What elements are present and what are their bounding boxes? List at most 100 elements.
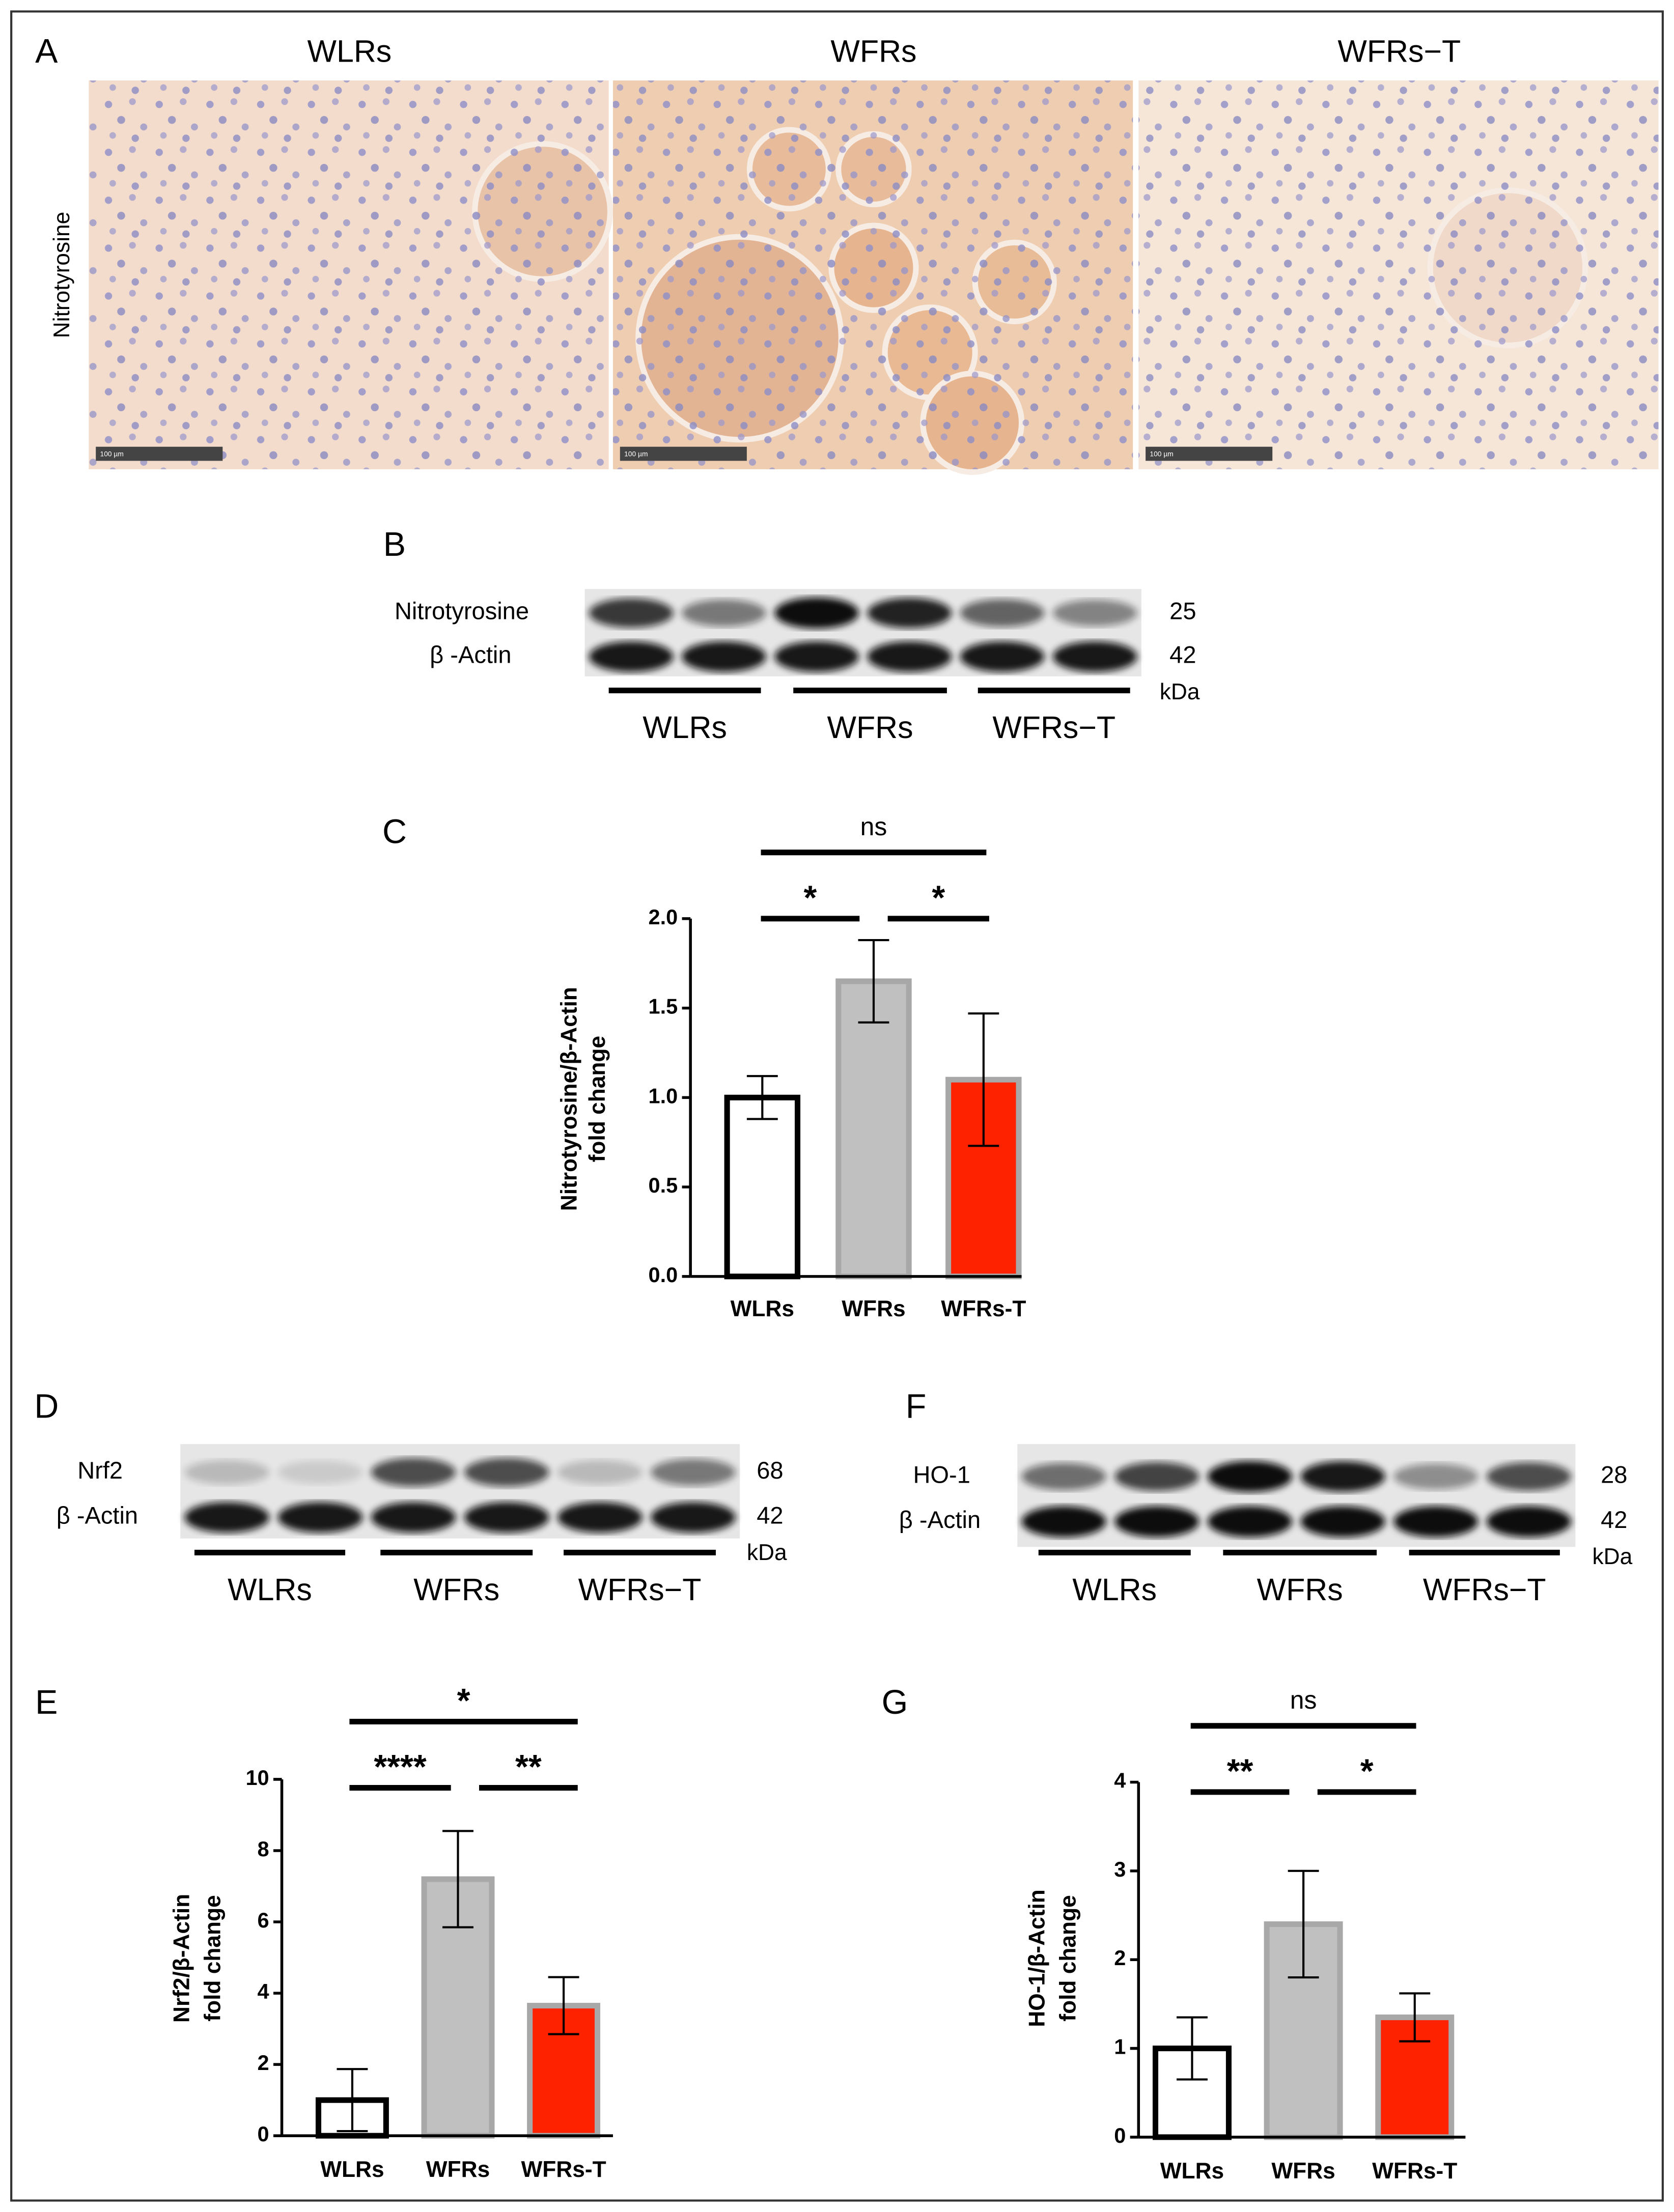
blot-row-label: HO-1 xyxy=(913,1461,970,1488)
blot-membrane xyxy=(180,1444,740,1539)
figure-border xyxy=(10,10,1664,2202)
histology-title: WFRs xyxy=(830,34,916,69)
blot-band xyxy=(774,597,859,629)
y-tick-label: 1.5 xyxy=(649,995,678,1018)
significance-label: * xyxy=(1360,1752,1374,1790)
x-tick-label: WFRs-T xyxy=(521,2157,606,2182)
blot-band xyxy=(371,1458,456,1487)
blot-band xyxy=(1207,1461,1292,1492)
x-tick-label: WFRs-T xyxy=(941,1296,1026,1321)
blot-band xyxy=(1021,1506,1106,1537)
y-tick-label: 4 xyxy=(1114,1768,1126,1792)
significance-label: * xyxy=(932,879,945,917)
blot-band xyxy=(1300,1461,1385,1492)
blot-unit: kDa xyxy=(1160,679,1200,704)
significance-label: ns xyxy=(860,812,887,841)
x-tick-label: WLRs xyxy=(731,1296,794,1321)
blot-kda: 68 xyxy=(757,1457,783,1484)
blot-band xyxy=(1393,1463,1478,1490)
scale-bar-label: 100 µm xyxy=(100,450,124,458)
y-tick-label: 3 xyxy=(1114,1857,1126,1881)
blot-band xyxy=(960,641,1045,672)
blot-band xyxy=(682,641,766,672)
blot-band xyxy=(277,1502,363,1533)
blot-band xyxy=(1300,1506,1385,1537)
significance-label: * xyxy=(803,879,817,917)
blot-kda: 28 xyxy=(1601,1461,1627,1488)
blot-band xyxy=(464,1458,549,1487)
blot-membrane xyxy=(1017,1444,1576,1547)
significance-label: **** xyxy=(374,1748,427,1786)
scale-bar-label: 100 µm xyxy=(624,450,648,458)
bar xyxy=(724,1094,801,1280)
y-tick-label: 2.0 xyxy=(649,905,678,929)
blot-band xyxy=(371,1502,456,1533)
significance-label: ** xyxy=(1227,1752,1253,1790)
group-label: WLRs xyxy=(228,1572,312,1607)
group-label: WLRs xyxy=(643,710,727,745)
blot-unit: kDa xyxy=(1592,1544,1632,1569)
blot-band xyxy=(1114,1506,1199,1537)
y-axis-label: Nitrotyrosine/β-Actin xyxy=(557,987,582,1211)
y-tick-label: 1 xyxy=(1114,2035,1126,2059)
stain-label: Nitrotyrosine xyxy=(49,212,74,338)
x-tick-label: WFRs xyxy=(1271,2159,1335,2183)
blot-row-label: β -Actin xyxy=(430,641,511,668)
blot-band xyxy=(867,641,952,672)
x-tick-label: WFRs xyxy=(842,1296,905,1321)
blot-kda: 42 xyxy=(757,1502,783,1529)
scale-bar xyxy=(1146,446,1273,461)
blot-band xyxy=(557,1460,643,1485)
blot-band xyxy=(589,598,674,628)
y-tick-label: 10 xyxy=(245,1766,269,1790)
blot-band xyxy=(1486,1462,1571,1491)
group-label: WFRs xyxy=(1257,1572,1343,1607)
significance-label: * xyxy=(457,1682,470,1720)
blot-band xyxy=(277,1460,363,1484)
blot-band xyxy=(651,1502,736,1533)
y-axis-label: HO-1/β-Actin xyxy=(1024,1889,1049,2027)
blot-row-label: β -Actin xyxy=(57,1502,138,1529)
group-label: WLRs xyxy=(1072,1572,1157,1607)
blot-band xyxy=(184,1460,270,1485)
x-tick-label: WLRs xyxy=(1160,2159,1224,2183)
group-label: WFRs xyxy=(827,710,913,745)
blot-band xyxy=(1052,641,1137,672)
blot-band xyxy=(651,1459,736,1486)
group-label: WFRs−T xyxy=(992,710,1115,745)
histology-title: WFRs−T xyxy=(1337,34,1461,69)
group-label: WFRs−T xyxy=(578,1572,702,1607)
blot-band xyxy=(464,1502,549,1533)
blot-kda: 25 xyxy=(1169,598,1196,625)
blot-unit: kDa xyxy=(747,1540,787,1565)
blot-band xyxy=(774,641,859,672)
blot-row-label: Nitrotyrosine xyxy=(395,598,529,625)
histology-nuclei xyxy=(612,80,1133,470)
significance-label: ns xyxy=(1290,1686,1317,1714)
scale-bar xyxy=(96,446,223,461)
blot-row-label: β -Actin xyxy=(899,1506,981,1533)
significance-label: ** xyxy=(515,1748,542,1786)
histology-nuclei xyxy=(89,80,609,470)
blot-band xyxy=(1393,1506,1478,1537)
y-tick-label: 2 xyxy=(258,2051,269,2075)
blot-kda: 42 xyxy=(1601,1506,1627,1533)
panel-label: G xyxy=(882,1684,908,1721)
blot-row-label: Nrf2 xyxy=(77,1457,123,1484)
histology-nuclei xyxy=(1138,80,1659,470)
group-label: WFRs xyxy=(413,1572,499,1607)
panel-label: B xyxy=(383,526,406,563)
scale-bar-label: 100 µm xyxy=(1150,450,1173,458)
blot-kda: 42 xyxy=(1169,641,1196,668)
blot-band xyxy=(1207,1506,1292,1537)
group-label: WFRs−T xyxy=(1423,1572,1546,1607)
scale-bar xyxy=(620,446,747,461)
y-tick-label: 0.5 xyxy=(649,1173,678,1197)
x-tick-label: WLRs xyxy=(320,2157,384,2182)
panel-label: F xyxy=(906,1388,927,1426)
y-tick-label: 1.0 xyxy=(649,1084,678,1108)
blot-band xyxy=(1114,1462,1199,1491)
